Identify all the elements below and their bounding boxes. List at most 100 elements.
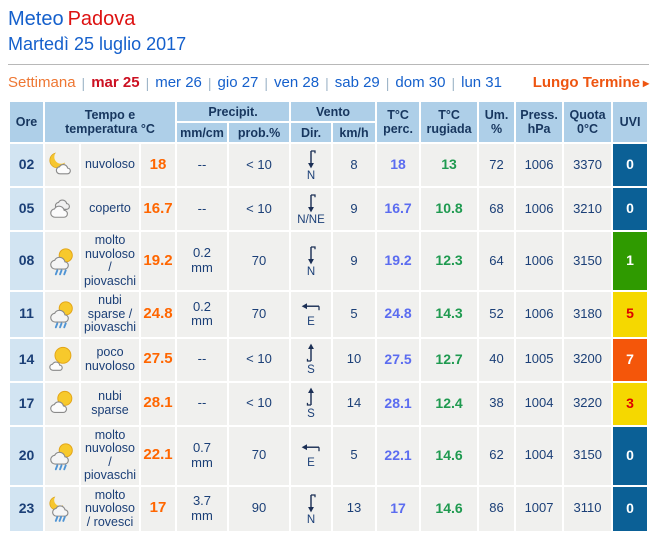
precip-probability: < 10 <box>229 144 290 186</box>
humidity: 40 <box>479 338 515 381</box>
zero-degree-altitude: 3370 <box>564 144 612 186</box>
precip-amount: -- <box>177 188 227 230</box>
precip-probability: 90 <box>229 486 290 531</box>
weather-description: molto nuvoloso / piovaschi <box>81 426 139 485</box>
nav-day-ven-28[interactable]: ven 28 <box>274 74 320 91</box>
col-header-dir: Dir. <box>291 123 332 142</box>
humidity: 52 <box>479 292 515 337</box>
perceived-temperature: 24.8 <box>377 292 420 337</box>
nav-day-mer-26[interactable]: mer 26 <box>155 74 202 91</box>
nav-day-dom-30[interactable]: dom 30 <box>395 74 446 91</box>
wind-direction: N <box>291 486 332 531</box>
separator: | <box>207 74 212 91</box>
col-header-kmh: km/h <box>333 123 376 142</box>
dew-point-temperature: 14.6 <box>421 426 478 485</box>
zero-degree-altitude: 3110 <box>564 486 612 531</box>
precip-probability: < 10 <box>229 382 290 425</box>
hour-cell: 08 <box>10 232 43 290</box>
hour-cell: 05 <box>10 188 43 230</box>
zero-degree-altitude: 3180 <box>564 292 612 337</box>
col-header-ore: Ore <box>10 102 43 142</box>
col-header-vento: Vento <box>291 102 376 121</box>
precip-amount: 0.2 mm <box>177 232 227 290</box>
separator: | <box>145 74 150 91</box>
wind-direction-label: N/NE <box>297 213 325 226</box>
wind-arrow-icon: N <box>292 244 330 279</box>
uvi-badge: 7 <box>613 338 648 381</box>
forecast-row: 08 molto nuvoloso / piovaschi 19.2 0.2 mm 70… <box>10 232 648 290</box>
temperature-value: 17 <box>141 486 175 531</box>
perceived-temperature: 17 <box>377 486 420 531</box>
col-header-temp-rugiada: T°C rugiada <box>421 102 478 142</box>
wind-direction: N <box>291 232 332 290</box>
hour-cell: 02 <box>10 144 43 186</box>
lungo-termine-label: Lungo Termine <box>532 74 640 91</box>
nav-day-lun-31[interactable]: lun 31 <box>461 74 502 91</box>
day-navigation: Settimana | mar 25 | mer 26 | gio 27 | v… <box>8 74 649 91</box>
forecast-table-header: Ore Tempo e temperatura °C Precipit. Ven… <box>10 102 648 142</box>
separator: | <box>264 74 269 91</box>
dew-point-temperature: 13 <box>421 144 478 186</box>
sun-cloud-rain-icon <box>45 292 79 337</box>
sun-cloud-rain-icon <box>45 426 79 485</box>
wind-arrow-icon: S <box>292 386 330 421</box>
site-title-meteo: Meteo <box>8 8 64 30</box>
divider-line <box>8 64 649 65</box>
pressure: 1006 <box>516 188 563 230</box>
separator: | <box>81 74 86 91</box>
col-header-tempo: Tempo e temperatura °C <box>45 102 175 142</box>
temperature-value: 19.2 <box>141 232 175 290</box>
wind-arrow-icon: N <box>292 148 330 183</box>
hour-cell: 14 <box>10 338 43 381</box>
perceived-temperature: 27.5 <box>377 338 420 381</box>
precip-probability: 70 <box>229 232 290 290</box>
uvi-badge: 5 <box>613 292 648 337</box>
hour-cell: 17 <box>10 382 43 425</box>
perceived-temperature: 19.2 <box>377 232 420 290</box>
clouds-icon <box>45 188 79 230</box>
nav-day-sab-29[interactable]: sab 29 <box>334 74 380 91</box>
sun-cloud-icon <box>45 382 79 425</box>
dew-point-temperature: 12.3 <box>421 232 478 290</box>
dew-point-temperature: 12.7 <box>421 338 478 381</box>
col-header-quota-zero: Quota 0°C <box>564 102 612 142</box>
pressure: 1004 <box>516 382 563 425</box>
nav-settimana-link[interactable]: Settimana <box>8 74 76 91</box>
zero-degree-altitude: 3200 <box>564 338 612 381</box>
forecast-table: Ore Tempo e temperatura °C Precipit. Ven… <box>8 100 649 533</box>
forecast-row: 05 coperto 16.7 -- < 10 N/NE 9 16.7 10.8 68 1006 32… <box>10 188 648 230</box>
nav-day-gio-27[interactable]: gio 27 <box>217 74 259 91</box>
separator: | <box>325 74 329 91</box>
wind-direction-label: E <box>307 316 315 328</box>
nav-day-mar-25[interactable]: mar 25 <box>91 74 140 91</box>
wind-direction: N/NE <box>291 188 332 230</box>
forecast-row: 17 nubi sparse 28.1 -- < 10 S 14 28.1 12.4 38 1004… <box>10 382 648 425</box>
wind-speed: 14 <box>333 382 376 425</box>
wind-speed: 8 <box>333 144 376 186</box>
chevron-right-icon: ▸ <box>642 76 649 90</box>
nav-lungo-termine-link[interactable]: Lungo Termine ▸ <box>533 74 649 91</box>
humidity: 72 <box>479 144 515 186</box>
uvi-badge: 0 <box>613 426 648 485</box>
pressure: 1007 <box>516 486 563 531</box>
pressure: 1006 <box>516 232 563 290</box>
pressure: 1006 <box>516 292 563 337</box>
weather-description: nubi sparse / piovaschi <box>81 292 139 337</box>
perceived-temperature: 16.7 <box>377 188 420 230</box>
col-header-prob: prob.% <box>229 123 290 142</box>
forecast-tbody: 02 nuvoloso 18 -- < 10 N 8 18 13 72 1006 3370 0 05 cop… <box>10 144 648 531</box>
col-header-temp-percepita: T°C perc. <box>377 102 420 142</box>
wind-direction: E <box>291 292 332 337</box>
precip-probability: 70 <box>229 292 290 337</box>
temperature-value: 22.1 <box>141 426 175 485</box>
wind-speed: 5 <box>333 426 376 485</box>
col-header-mm-cm: mm/cm <box>177 123 227 142</box>
wind-direction-label: S <box>307 408 315 421</box>
weather-description: nuvoloso <box>81 144 139 186</box>
wind-direction-label: S <box>307 364 315 377</box>
temperature-value: 16.7 <box>141 188 175 230</box>
weather-description: poco nuvoloso <box>81 338 139 381</box>
wind-speed: 9 <box>333 188 376 230</box>
site-title-city: Padova <box>67 8 136 30</box>
